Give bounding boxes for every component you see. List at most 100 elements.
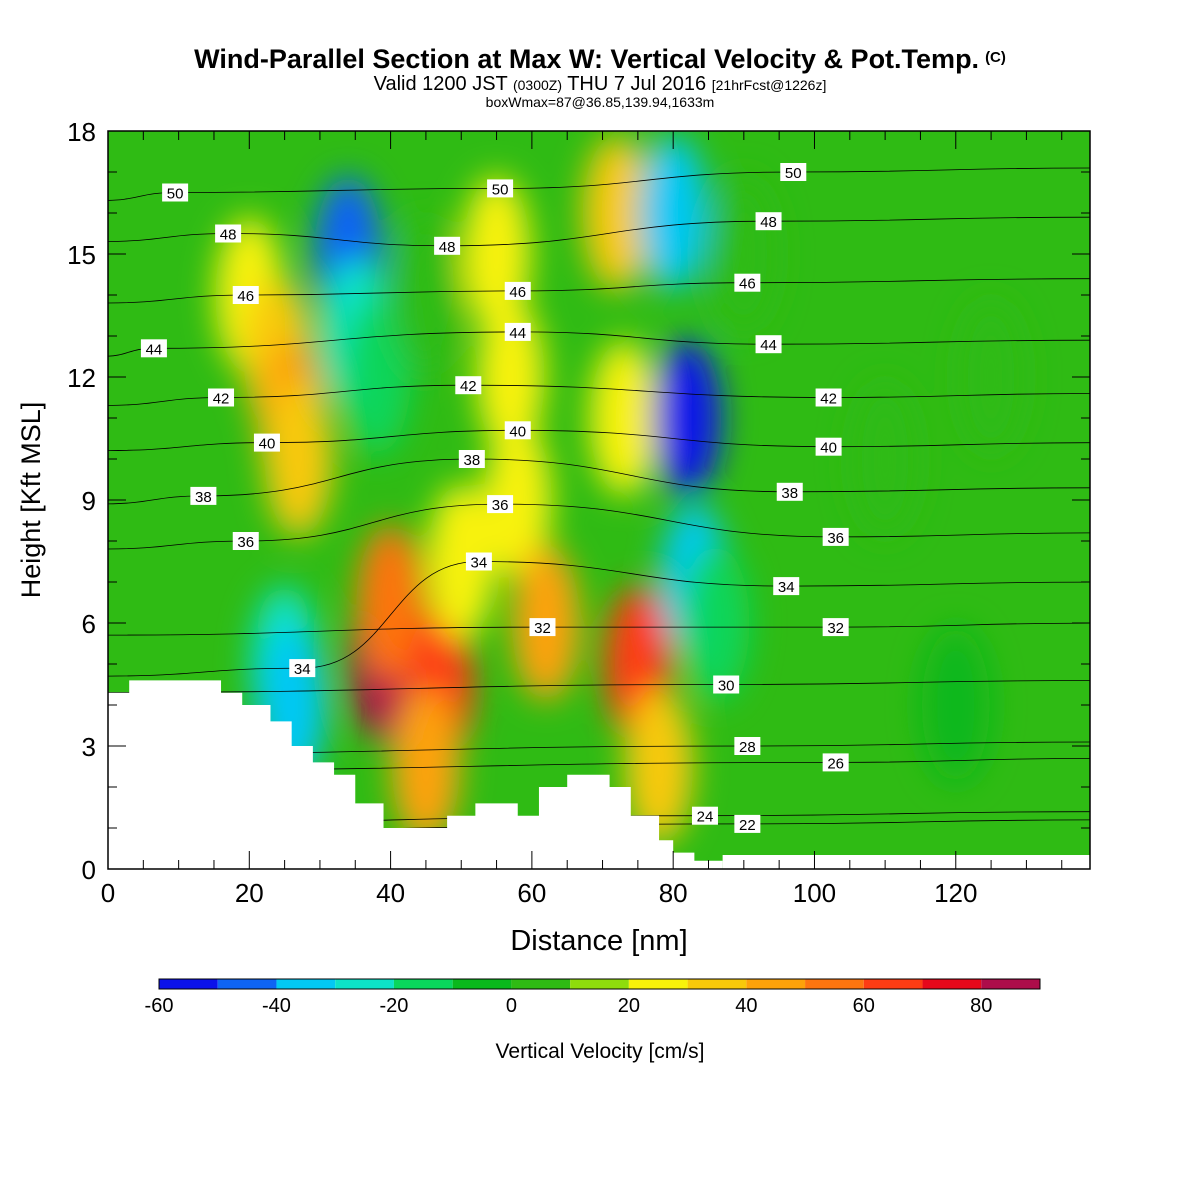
- isentrope-label: 34: [289, 659, 316, 678]
- isentrope-label-bg: [140, 339, 167, 358]
- copyright-mark: (C): [985, 49, 1006, 66]
- isentrope-label-text: 46: [509, 284, 526, 301]
- terrain-mask: [108, 680, 723, 869]
- isentrope-label-bg: [822, 527, 849, 546]
- isentrope-label-bg: [822, 753, 849, 772]
- isentrope-label-bg: [755, 212, 782, 231]
- isentrope-label-text: 38: [195, 489, 212, 506]
- isentrope-label-bg: [691, 806, 718, 825]
- isentrope-label-bg: [776, 482, 803, 501]
- isentrope-label-text: 50: [785, 165, 802, 182]
- chart-title: Wind-Parallel Section at Max W: Vertical…: [0, 44, 1200, 75]
- isentrope-label-text: 48: [760, 214, 777, 231]
- isentrope-label-bg: [815, 437, 842, 456]
- chart-title-text: Wind-Parallel Section at Max W: Vertical…: [194, 44, 980, 74]
- velocity-cell: [957, 299, 1026, 455]
- y-tick-label: 9: [82, 486, 96, 516]
- isentrope-label-text: 50: [167, 186, 184, 203]
- valid-time: Valid 1200 JST: [373, 73, 508, 95]
- y-tick-label: 12: [67, 363, 96, 393]
- isentrope-label-text: 26: [827, 755, 844, 772]
- colorbar-swatch: [452, 979, 512, 989]
- isentrope-label-text: 36: [237, 534, 254, 551]
- velocity-cell: [639, 135, 708, 291]
- isentrope-label: 50: [162, 183, 189, 203]
- colorbar-label: Vertical Velocity [cm/s]: [496, 1040, 705, 1063]
- isentrope-line: [108, 622, 1090, 636]
- isentrope-label: 32: [529, 618, 556, 637]
- isentrope-label: 36: [232, 532, 259, 551]
- colorbar-swatch: [511, 979, 571, 989]
- isentrope-line: [108, 561, 1090, 677]
- isentrope-label: 40: [253, 433, 280, 453]
- isentrope-label-text: 32: [534, 620, 551, 637]
- isentrope-label-bg: [734, 814, 761, 833]
- isentrope-label-text: 46: [739, 276, 756, 293]
- colorbar-tick-label: 80: [970, 995, 992, 1017]
- colorbar: -60 -40 -20 0 20 40 60 80: [145, 978, 1041, 1017]
- isentrope-label: 46: [232, 286, 259, 305]
- isentrope-label-bg: [465, 552, 492, 571]
- isentrope-label: 48: [434, 236, 461, 256]
- velocity-cell: [653, 340, 722, 496]
- isentrope-label: 40: [504, 421, 531, 440]
- isentrope-label: 42: [208, 388, 235, 408]
- isentrope-label: 44: [504, 322, 531, 342]
- isentrope-label-bg: [504, 421, 531, 440]
- isentrope-label-text: 42: [460, 378, 477, 395]
- x-axis: 0 20 40 60 80 100 120: [101, 131, 1063, 908]
- x-tick-label: 80: [659, 878, 688, 908]
- forecast-info: [21hrFcst@1226z]: [711, 77, 827, 93]
- velocity-cell: [582, 135, 651, 291]
- isentrope-label: 48: [755, 212, 782, 231]
- y-tick-label: 18: [67, 117, 96, 147]
- colorbar-swatch: [687, 979, 747, 989]
- velocity-cell: [589, 340, 658, 496]
- isentrope-label-text: 44: [760, 337, 777, 354]
- velocity-cell: [356, 524, 425, 681]
- isentrope-label-text: 50: [492, 181, 509, 198]
- colorbar-tick-label: -20: [379, 995, 408, 1017]
- x-tick-label: 60: [517, 878, 546, 908]
- isentrope-label: 48: [215, 224, 242, 244]
- isentrope-label-bg: [734, 273, 761, 292]
- isentrope-label-bg: [504, 281, 531, 300]
- x-tick-label: 40: [376, 878, 405, 908]
- isentrope-label-text: 46: [237, 288, 254, 305]
- isentrope-label: 24: [691, 806, 718, 826]
- isentrope-label-text: 40: [820, 440, 837, 457]
- isentrope-label: 22: [734, 814, 761, 834]
- isentrope-label: 28: [734, 737, 761, 756]
- isentrope-label-text: 30: [718, 678, 735, 695]
- colorbar-tick-label: -40: [262, 995, 291, 1017]
- isentrope-label-bg: [815, 388, 842, 407]
- isentrope-label: 42: [815, 388, 842, 408]
- isentrope-label-text: 34: [778, 579, 795, 596]
- x-axis-label: Distance [nm]: [510, 925, 687, 957]
- colorbar-swatch: [159, 979, 218, 989]
- isentrope-label: 44: [140, 339, 167, 358]
- isentrope-line: [108, 278, 1090, 304]
- colorbar-swatch: [628, 979, 688, 989]
- isentrope-label-text: 38: [781, 485, 798, 502]
- isentrope-label: 26: [822, 753, 849, 772]
- colorbar-frame: [158, 978, 1041, 990]
- isentrope-label-bg: [289, 659, 316, 678]
- isentrope-label-bg: [780, 163, 807, 181]
- isentrope-label-bg: [734, 737, 761, 755]
- isentrope-label-text: 40: [259, 436, 276, 453]
- boxwmax-line: boxWmax=87@36.85,139.94,1633m: [485, 94, 715, 110]
- valid-time-line: Valid 1200 JST (0300Z) THU 7 Jul 2016 [2…: [0, 73, 1200, 96]
- isentrope-label-text: 24: [697, 809, 714, 826]
- isentrope-label-text: 22: [739, 817, 756, 834]
- colorbar-swatch: [981, 979, 1040, 989]
- isentrope-label: 38: [776, 482, 803, 502]
- y-tick-label: 6: [82, 609, 96, 639]
- colorbar-swatch: [393, 979, 453, 989]
- isentrope-label-bg: [529, 618, 556, 637]
- colorbar-swatch: [335, 979, 394, 989]
- isentrope-label-bg: [253, 433, 280, 452]
- isentrope-label: 40: [815, 437, 842, 457]
- isentrope-label-bg: [208, 388, 235, 407]
